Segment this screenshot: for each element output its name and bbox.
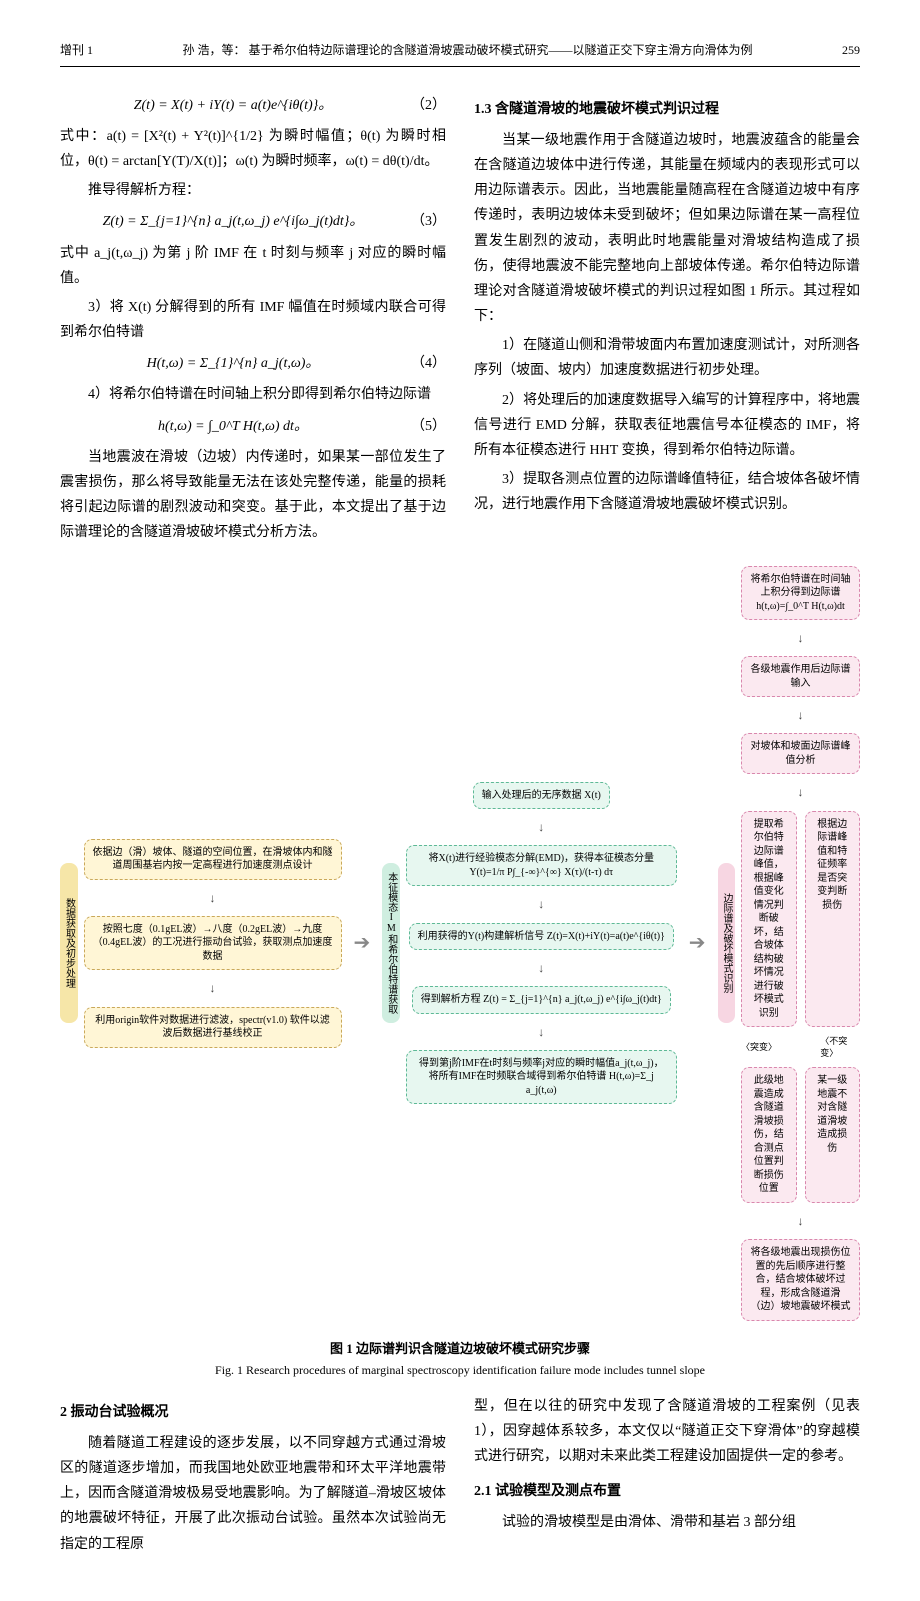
stage-3: 边际谱及破坏模式识别 将希尔伯特谱在时间轴上积分得到边际谱 h(t,ω)=∫_0… xyxy=(718,566,860,1321)
stage2-box3: 利用获得的Y(t)构建解析信号 Z(t)=X(t)+iY(t)=a(t)e^{i… xyxy=(409,923,674,951)
bottom-left-column: 2 振动台试验概况 随着隧道工程建设的逐步发展，以不同穿越方式通过滑坡区的隧道逐… xyxy=(60,1390,446,1561)
para-r3: 2）将处理后的加速度数据导入编写的计算程序中，将地震信号进行 EMD 分解，获取… xyxy=(474,388,860,464)
stage3-box5r: 某一级地震不对含隧道滑坡造成损伤 xyxy=(805,1067,860,1203)
stage3-box3: 对坡体和坡面边际谱峰值分析 xyxy=(741,733,860,774)
stage2-box2: 将X(t)进行经验模态分解(EMD)，获得本征模态分量 Y(t)=1/π P∫_… xyxy=(406,845,677,886)
arrow-right-icon: ➔ xyxy=(354,930,371,957)
stage-2: 本征模态IM和希尔伯特谱获取 输入处理后的无序数据 X(t) 将X(t)进行经验… xyxy=(382,566,676,1321)
figure-1-caption: 图 1 边际谱判识含隧道边坡破坏模式研究步骤 Fig. 1 Research p… xyxy=(60,1337,860,1382)
decision-no: 〈不突变〉 xyxy=(820,1035,860,1059)
heading-2: 2 振动台试验概况 xyxy=(60,1400,446,1425)
arrow-icon xyxy=(538,894,544,914)
arrow-icon xyxy=(538,817,544,837)
para-summary: 当地震波在滑坡（边坡）内传递时，如果某一部位发生了震害损伤，那么将导致能量无法在… xyxy=(60,445,446,546)
right-column: 1.3 含隧道滑坡的地震破坏模式判识过程 当某一级地震作用于含隧道边坡时，地震波… xyxy=(474,87,860,550)
stage3-box1: 将希尔伯特谱在时间轴上积分得到边际谱 h(t,ω)=∫_0^T H(t,ω)dt xyxy=(741,566,860,621)
para-step3: 3）将 X(t) 分解得到的所有 IMF 幅值在时频域内联合可得到希尔伯特谱 xyxy=(60,295,446,345)
arrow-icon xyxy=(210,978,216,998)
stage3-box4r: 根据边际谱峰值和特征频率是否突变判断损伤 xyxy=(805,811,860,1028)
header-title: 孙 浩，等： 基于希尔伯特边际谱理论的含隧道滑坡震动破坏模式研究——以隧道正交下… xyxy=(93,40,842,62)
arrow-icon xyxy=(798,782,804,802)
equation-5: h(t,ω) = ∫_0^T H(t,ω) dt。 （5） xyxy=(60,414,446,439)
para-r1: 当某一级地震作用于含隧道边坡时，地震波蕴含的能量会在含隧道边坡体中进行传递，其能… xyxy=(474,128,860,330)
stage-1-label: 数据获取及初步处理 xyxy=(60,863,78,1023)
stage3-box6: 将各级地震出现损伤位置的先后顺序进行整合，结合坡体破坏过程，形成含隧道滑（边）坡… xyxy=(741,1239,860,1321)
stage2-box4: 得到解析方程 Z(t) = Σ_{j=1}^{n} a_j(t,ω_j) e^{… xyxy=(412,986,671,1014)
arrow-icon xyxy=(798,705,804,725)
para-eq3-desc: 式中 a_j(t,ω_j) 为第 j 阶 IMF 在 t 时刻与频率 j 对应的… xyxy=(60,241,446,291)
decision-yes: 〈突变〉 xyxy=(741,1041,773,1053)
stage1-box2: 按照七度（0.1gEL波）→八度（0.2gEL波）→九度（0.4gEL波）的工况… xyxy=(84,916,342,971)
stage1-box3: 利用origin软件对数据进行滤波，spectr(v1.0) 软件以滤波后数据进… xyxy=(84,1007,342,1048)
stage3-box2: 各级地震作用后边际谱输入 xyxy=(741,656,860,697)
arrow-icon xyxy=(538,958,544,978)
para-r2: 1）在隧道山侧和滑带坡面内布置加速度测试计，对所测各序列（坡面、坡内）加速度数据… xyxy=(474,333,860,383)
bottom-right-column: 型，但在以往的研究中发现了含隧道滑坡的工程案例（见表 1），因穿越体系较多，本文… xyxy=(474,1390,860,1561)
para-derive: 推导得解析方程： xyxy=(60,178,446,203)
arrow-right-icon: ➔ xyxy=(689,930,706,957)
heading-2-1: 2.1 试验模型及测点布置 xyxy=(474,1479,860,1504)
stage3-box4l: 提取希尔伯特边际谱峰值，根据峰值变化情况判断破坏，结合坡体结构破坏情况进行破坏模… xyxy=(741,811,796,1028)
stage1-box1: 依据边（滑）坡体、隧道的空间位置，在滑坡体内和隧道周围基岩内按一定高程进行加速度… xyxy=(84,839,342,880)
stage2-box5: 得到第j阶IMF在t时刻与频率j对应的瞬时幅值a_j(t,ω_j)，将所有IMF… xyxy=(406,1050,677,1105)
para-r4: 3）提取各测点位置的边际谱峰值特征，结合坡体各破坏情况，进行地震作用下含隧道滑坡… xyxy=(474,467,860,517)
sec2-p2: 型，但在以往的研究中发现了含隧道滑坡的工程案例（见表 1），因穿越体系较多，本文… xyxy=(474,1394,860,1470)
sec2-p3: 试验的滑坡模型是由滑体、滑带和基岩 3 部分组 xyxy=(474,1510,860,1535)
arrow-icon xyxy=(538,1022,544,1042)
header-page: 259 xyxy=(842,40,860,62)
heading-1-3: 1.3 含隧道滑坡的地震破坏模式判识过程 xyxy=(474,97,860,122)
equation-3: Z(t) = Σ_{j=1}^{n} a_j(t,ω_j) e^{i∫ω_j(t… xyxy=(60,209,446,234)
stage-1: 数据获取及初步处理 依据边（滑）坡体、隧道的空间位置，在滑坡体内和隧道周围基岩内… xyxy=(60,566,342,1321)
decision-labels: 〈突变〉 〈不突变〉 xyxy=(741,1035,860,1059)
equation-4: H(t,ω) = Σ_{1}^{n} a_j(t,ω)。 （4） xyxy=(60,351,446,376)
stage-2-label: 本征模态IM和希尔伯特谱获取 xyxy=(382,863,400,1023)
equation-2: Z(t) = X(t) + iY(t) = a(t)e^{iθ(t)}。 （2） xyxy=(60,93,446,118)
figure-1-caption-cn: 图 1 边际谱判识含隧道边坡破坏模式研究步骤 xyxy=(60,1337,860,1360)
arrow-icon xyxy=(798,628,804,648)
para-step4: 4）将希尔伯特谱在时间轴上积分即得到希尔伯特边际谱 xyxy=(60,382,446,407)
arrow-icon xyxy=(210,888,216,908)
figure-1-flowchart: 数据获取及初步处理 依据边（滑）坡体、隧道的空间位置，在滑坡体内和隧道周围基岩内… xyxy=(60,566,860,1321)
stage-3-label: 边际谱及破坏模式识别 xyxy=(718,863,736,1023)
main-columns: Z(t) = X(t) + iY(t) = a(t)e^{iθ(t)}。 （2）… xyxy=(60,87,860,550)
bottom-columns: 2 振动台试验概况 随着隧道工程建设的逐步发展，以不同穿越方式通过滑坡区的隧道逐… xyxy=(60,1390,860,1561)
arrow-icon xyxy=(798,1211,804,1231)
stage2-box1: 输入处理后的无序数据 X(t) xyxy=(473,782,610,810)
para-eq2-desc: 式中：a(t) = [X²(t) + Y²(t)]^{1/2} 为瞬时幅值；θ(… xyxy=(60,124,446,174)
header-issue: 增刊 1 xyxy=(60,40,93,62)
left-column: Z(t) = X(t) + iY(t) = a(t)e^{iθ(t)}。 （2）… xyxy=(60,87,446,550)
page-header: 增刊 1 孙 浩，等： 基于希尔伯特边际谱理论的含隧道滑坡震动破坏模式研究——以… xyxy=(60,40,860,67)
sec2-p1: 随着隧道工程建设的逐步发展，以不同穿越方式通过滑坡区的隧道逐步增加，而我国地处欧… xyxy=(60,1431,446,1557)
stage3-box5l: 此级地震造成含隧道滑坡损伤，结合测点位置判断损伤位置 xyxy=(741,1067,796,1203)
figure-1-caption-en: Fig. 1 Research procedures of marginal s… xyxy=(60,1360,860,1382)
